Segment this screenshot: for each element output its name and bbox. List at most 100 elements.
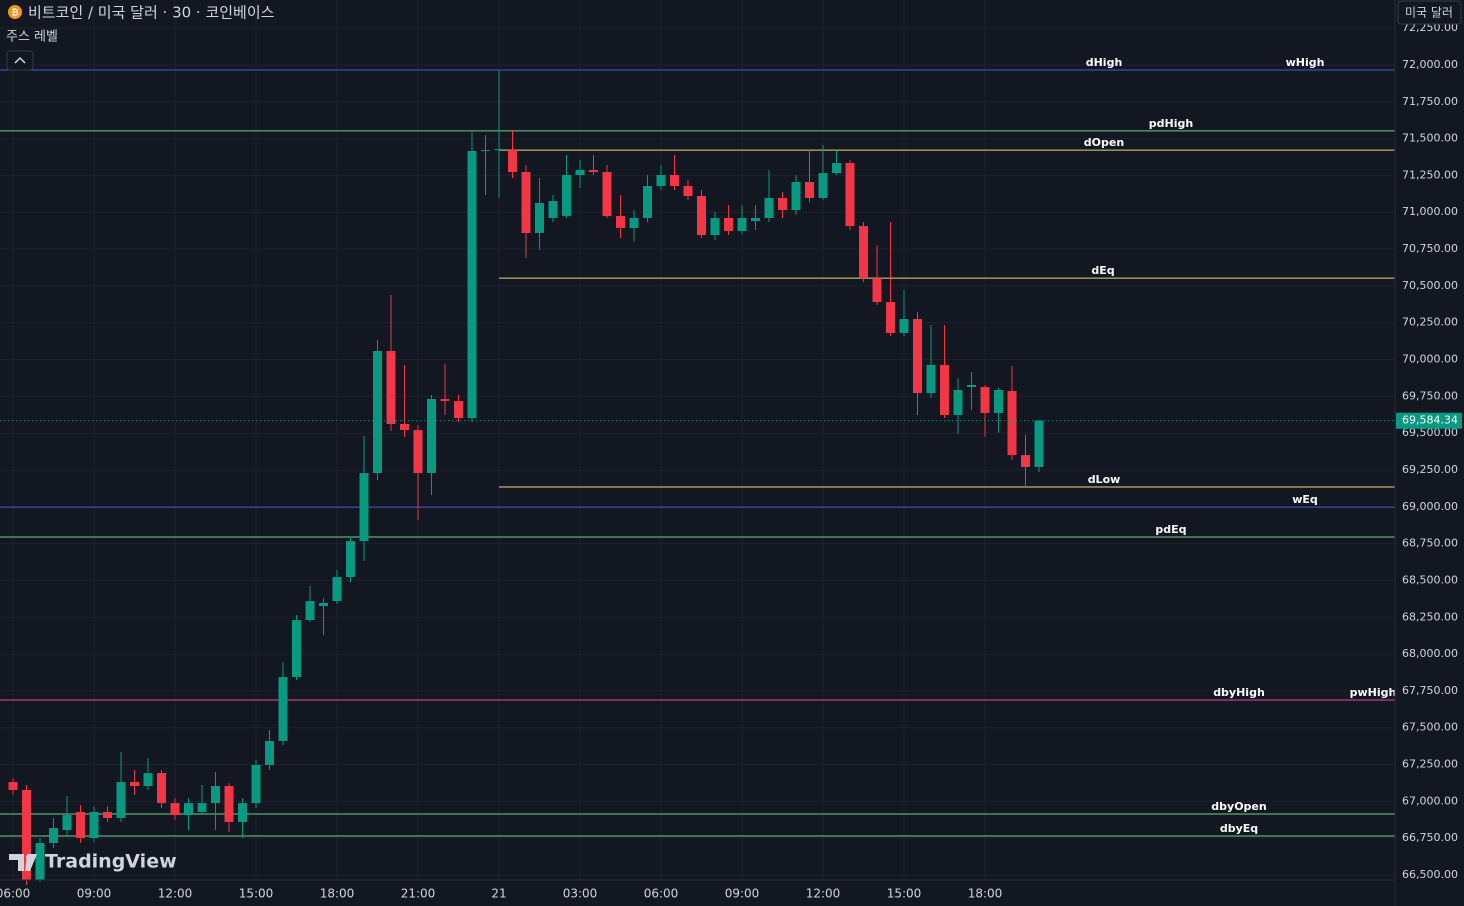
candle-body — [562, 174, 571, 217]
y-tick-label: 70,500.00 — [1402, 279, 1458, 292]
y-tick-label: 69,000.00 — [1402, 500, 1458, 513]
x-tick-label: 12:00 — [806, 887, 841, 901]
candle-body — [481, 150, 490, 152]
y-tick-label: 71,750.00 — [1402, 95, 1458, 108]
candle-body — [683, 186, 693, 197]
candle-body — [764, 197, 774, 218]
candle-body — [265, 740, 274, 765]
candle-body — [8, 782, 18, 791]
candle-body — [211, 786, 220, 804]
x-tick-label: 09:00 — [77, 887, 112, 901]
candle-body — [76, 811, 85, 839]
x-tick-label: 18:00 — [968, 887, 1003, 901]
y-tick-label: 72,000.00 — [1402, 58, 1458, 71]
candle-body — [521, 172, 531, 233]
candle-body — [926, 364, 936, 394]
candle-body — [832, 163, 841, 174]
candle-body — [629, 217, 639, 228]
y-tick-label: 70,000.00 — [1402, 353, 1458, 366]
candle-body — [575, 169, 585, 175]
candle-body — [697, 196, 706, 236]
y-tick-label: 69,500.00 — [1402, 426, 1458, 439]
x-tick-label: 12:00 — [158, 887, 193, 901]
level-label: wHigh — [1286, 56, 1325, 69]
y-tick-label: 67,750.00 — [1402, 684, 1458, 697]
candle-body — [22, 790, 31, 880]
candle-body — [116, 782, 126, 818]
candle-body — [332, 577, 342, 602]
candle-body — [292, 620, 301, 678]
candle-body — [1034, 420, 1044, 468]
candle-body — [953, 389, 963, 416]
candle-body — [670, 174, 679, 187]
collapse-button[interactable] — [6, 50, 34, 71]
level-label: pdEq — [1155, 523, 1186, 536]
candle-body — [400, 424, 409, 431]
y-tick-label: 71,250.00 — [1402, 168, 1458, 181]
candle-body — [49, 828, 58, 844]
candle-body — [170, 803, 180, 816]
y-tick-label: 67,250.00 — [1402, 758, 1458, 771]
candle-body — [751, 217, 760, 222]
x-tick-label: 09:00 — [725, 887, 760, 901]
level-label: dbyOpen — [1211, 800, 1266, 813]
level-label: dHigh — [1086, 56, 1123, 69]
x-tick-label: 06:00 — [0, 887, 30, 901]
candle-body — [103, 811, 112, 818]
level-label: wEq — [1292, 493, 1318, 506]
candle-body — [616, 216, 625, 228]
candle-body — [197, 803, 207, 812]
candle-body — [1007, 391, 1017, 456]
last-price-box — [1396, 412, 1462, 429]
candle-body — [62, 815, 72, 831]
candle-body — [778, 197, 787, 211]
candle-body — [535, 202, 544, 233]
indicator-name: 주스 레벨 — [6, 30, 58, 45]
candle-body — [224, 786, 234, 822]
candle-body — [791, 182, 801, 211]
coin-icon — [8, 5, 22, 19]
y-tick-label: 71,500.00 — [1402, 132, 1458, 145]
candle-body — [656, 174, 666, 187]
y-tick-label: 68,000.00 — [1402, 647, 1458, 660]
candle-body — [440, 398, 450, 402]
y-tick-label: 69,250.00 — [1402, 463, 1458, 476]
candle-body — [346, 541, 355, 578]
candle-body — [130, 782, 139, 787]
candle-body — [940, 364, 949, 416]
x-tick-label: 03:00 — [563, 887, 598, 901]
candle-body — [386, 350, 396, 425]
x-tick-label: 15:00 — [239, 887, 274, 901]
candle-body — [359, 473, 369, 542]
candle-body — [724, 217, 733, 232]
candle-body — [913, 319, 922, 394]
candle-body — [319, 602, 328, 607]
y-tick-label: 66,500.00 — [1402, 868, 1458, 881]
candle-body — [278, 677, 288, 741]
currency-button[interactable] — [1397, 0, 1462, 25]
x-tick-label: 21 — [491, 887, 506, 901]
candle-body — [805, 182, 814, 198]
candle-body — [413, 430, 423, 474]
level-label: dOpen — [1084, 136, 1124, 149]
candle-body — [157, 773, 166, 804]
level-label: pdHigh — [1149, 117, 1193, 130]
candle-body — [818, 173, 828, 198]
candle-body — [1021, 455, 1030, 468]
grid — [0, 0, 1395, 880]
x-tick-label: 18:00 — [320, 887, 355, 901]
candle-body — [602, 172, 612, 217]
axis: 66,500.00 66,750.00 67,000.00 67,250.00 67,5… — [0, 21, 1462, 901]
candle-body — [737, 217, 747, 232]
collapse-icon — [14, 56, 26, 64]
x-tick-label: 15:00 — [887, 887, 922, 901]
candle-body — [845, 163, 855, 227]
candle-body — [238, 803, 247, 822]
candle-body — [967, 384, 976, 388]
y-tick-label: 68,750.00 — [1402, 537, 1458, 550]
level-label: dLow — [1088, 473, 1121, 486]
candle-body — [373, 350, 382, 474]
